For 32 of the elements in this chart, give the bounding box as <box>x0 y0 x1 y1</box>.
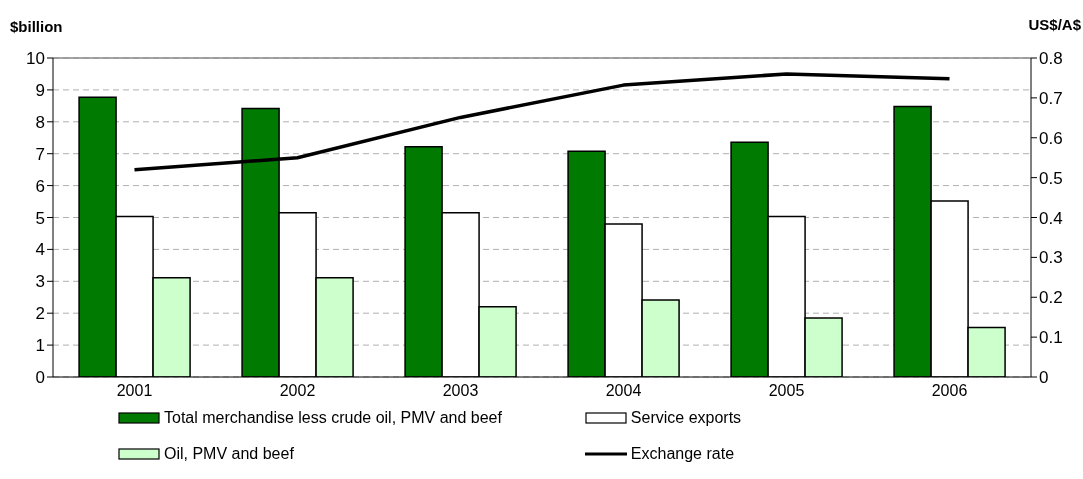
y2-tick-label: 0.5 <box>1039 168 1063 188</box>
y2-tick-label: 0.3 <box>1039 248 1063 268</box>
y-tick-label: 9 <box>35 80 45 100</box>
x-tick-label: 2003 <box>442 382 479 400</box>
y-tick-label: 5 <box>35 208 45 228</box>
x-tick-label: 2005 <box>768 382 805 400</box>
y-tick-label: 7 <box>35 144 45 164</box>
y2-tick-label: 0.8 <box>1039 49 1063 69</box>
y-tick-label: 6 <box>35 176 45 196</box>
y-tick-label: 0 <box>35 368 45 388</box>
y-tick-label: 4 <box>35 240 45 260</box>
x-tick-label: 2006 <box>931 382 968 400</box>
y2-tick-label: 0.2 <box>1039 288 1063 308</box>
y2-tick-label: 0.6 <box>1039 128 1063 148</box>
y-tick-label: 10 <box>26 49 45 69</box>
y2-tick-label: 0.4 <box>1039 208 1063 228</box>
y-axis-title: $billion <box>10 18 63 35</box>
y2-tick-label: 0 <box>1039 368 1049 388</box>
y2-tick-label: 0.1 <box>1039 328 1063 348</box>
legend-label: Exchange rate <box>630 445 735 463</box>
x-tick-label: 2004 <box>605 382 642 400</box>
y2-tick-label: 0.7 <box>1039 88 1063 108</box>
y-tick-label: 1 <box>35 336 45 356</box>
x-tick-label: 2001 <box>116 382 153 400</box>
legend-label: Service exports <box>630 409 742 427</box>
y2-axis-title: US$/A$ <box>1028 16 1081 33</box>
y-tick-label: 2 <box>35 304 45 324</box>
legend-label: Oil, PMV and beef <box>164 445 294 463</box>
y-tick-label: 3 <box>35 272 45 292</box>
y-tick-label: 8 <box>35 112 45 132</box>
x-tick-label: 2002 <box>279 382 316 400</box>
legend-label: Total merchandise less crude oil, PMV and beef <box>164 409 502 427</box>
